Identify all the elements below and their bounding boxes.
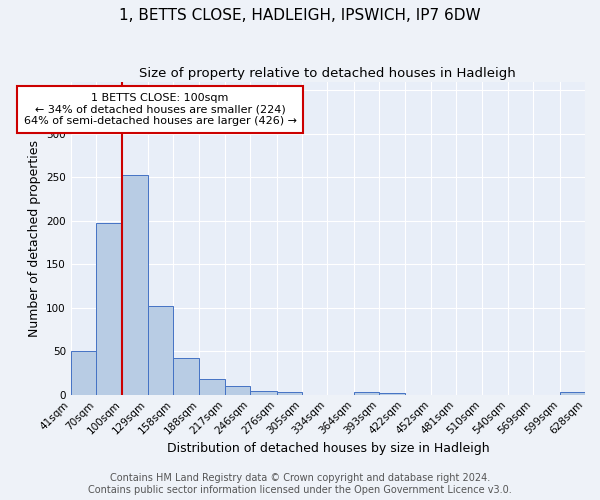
Bar: [225, 386, 250, 394]
Bar: [71, 351, 96, 395]
Bar: [199, 379, 225, 394]
Bar: [148, 306, 173, 394]
Bar: [277, 392, 302, 394]
Text: 1 BETTS CLOSE: 100sqm
← 34% of detached houses are smaller (224)
64% of semi-det: 1 BETTS CLOSE: 100sqm ← 34% of detached …: [23, 93, 296, 126]
Bar: [560, 392, 585, 394]
Bar: [173, 358, 199, 395]
X-axis label: Distribution of detached houses by size in Hadleigh: Distribution of detached houses by size …: [167, 442, 489, 455]
Bar: [379, 393, 404, 394]
Text: Contains HM Land Registry data © Crown copyright and database right 2024.
Contai: Contains HM Land Registry data © Crown c…: [88, 474, 512, 495]
Text: 1, BETTS CLOSE, HADLEIGH, IPSWICH, IP7 6DW: 1, BETTS CLOSE, HADLEIGH, IPSWICH, IP7 6…: [119, 8, 481, 22]
Bar: [96, 224, 122, 394]
Y-axis label: Number of detached properties: Number of detached properties: [28, 140, 41, 336]
Bar: [250, 391, 277, 394]
Title: Size of property relative to detached houses in Hadleigh: Size of property relative to detached ho…: [139, 68, 516, 80]
Bar: [122, 174, 148, 394]
Bar: [353, 392, 379, 394]
